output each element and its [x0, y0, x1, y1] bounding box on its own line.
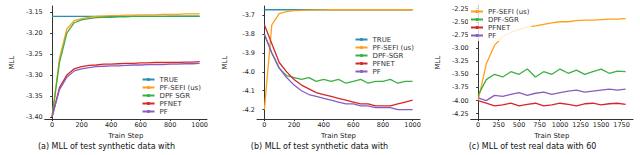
- svg-text:PFNET: PFNET: [372, 60, 395, 68]
- svg-text:-3.75: -3.75: [452, 83, 469, 91]
- svg-text:400: 400: [105, 121, 117, 129]
- svg-text:-3.50: -3.50: [452, 70, 469, 78]
- svg-text:PFNET: PFNET: [488, 24, 511, 32]
- svg-text:-3.8: -3.8: [242, 30, 255, 38]
- svg-text:-2.25: -2.25: [452, 5, 469, 13]
- svg-text:DPF SGR: DPF SGR: [159, 92, 190, 100]
- svg-text:TRUE: TRUE: [158, 76, 178, 84]
- svg-text:-4.00: -4.00: [452, 97, 469, 105]
- svg-text:600: 600: [134, 121, 146, 129]
- svg-text:PF-SEFI (us): PF-SEFI (us): [159, 84, 201, 92]
- svg-text:1500: 1500: [593, 121, 610, 129]
- svg-text:800: 800: [377, 121, 389, 129]
- svg-text:Train Step: Train Step: [320, 132, 357, 140]
- svg-text:0: 0: [50, 121, 54, 129]
- svg-text:PF: PF: [159, 108, 167, 116]
- svg-text:-3.25: -3.25: [26, 50, 43, 58]
- svg-text:1000: 1000: [404, 121, 421, 129]
- svg-text:-4.2: -4.2: [242, 106, 255, 114]
- svg-text:MLL: MLL: [434, 55, 442, 69]
- svg-text:200: 200: [288, 121, 300, 129]
- svg-text:PFNET: PFNET: [159, 100, 182, 108]
- svg-text:-3.40: -3.40: [26, 113, 43, 121]
- svg-text:-2.50: -2.50: [452, 18, 469, 26]
- svg-text:-4.0: -4.0: [242, 68, 255, 76]
- svg-text:PF-SEFI (us): PF-SEFI (us): [372, 44, 414, 52]
- svg-text:Train Step: Train Step: [533, 132, 570, 140]
- svg-text:TRUE: TRUE: [371, 36, 391, 44]
- svg-text:PF: PF: [488, 32, 496, 40]
- svg-text:-3.25: -3.25: [452, 57, 469, 65]
- svg-text:DPF-SGR: DPF-SGR: [372, 52, 403, 60]
- svg-text:1000: 1000: [552, 121, 569, 129]
- svg-text:(a) MLL of test synthetic data: (a) MLL of test synthetic data with: [38, 142, 175, 151]
- svg-text:-4.1: -4.1: [242, 87, 255, 95]
- svg-text:-3.00: -3.00: [452, 44, 469, 52]
- svg-text:0: 0: [476, 121, 480, 129]
- svg-text:-3.15: -3.15: [26, 8, 43, 16]
- svg-text:200: 200: [75, 121, 87, 129]
- svg-text:600: 600: [347, 121, 359, 129]
- svg-text:-4.25: -4.25: [452, 110, 469, 118]
- svg-text:750: 750: [533, 121, 545, 129]
- svg-text:MLL: MLL: [8, 55, 16, 69]
- svg-text:-2.75: -2.75: [452, 31, 469, 39]
- svg-text:250: 250: [492, 121, 504, 129]
- svg-text:500: 500: [513, 121, 525, 129]
- svg-text:1000: 1000: [191, 121, 208, 129]
- svg-text:0: 0: [262, 121, 266, 129]
- svg-text:1250: 1250: [572, 121, 589, 129]
- svg-text:PF: PF: [372, 68, 380, 76]
- svg-text:-3.30: -3.30: [26, 71, 43, 79]
- svg-text:DPF-SGR: DPF-SGR: [488, 16, 519, 24]
- svg-text:1750: 1750: [613, 121, 630, 129]
- svg-text:-3.35: -3.35: [26, 92, 43, 100]
- svg-text:-3.9: -3.9: [242, 49, 255, 57]
- svg-text:PF-SEFI (us): PF-SEFI (us): [488, 8, 530, 16]
- svg-text:-3.20: -3.20: [26, 29, 43, 37]
- svg-text:Train Step: Train Step: [107, 132, 144, 140]
- svg-text:(c) MLL of test real data with: (c) MLL of test real data with 60: [469, 142, 597, 151]
- svg-text:(b) MLL of test synthetic data: (b) MLL of test synthetic data with: [251, 142, 388, 151]
- svg-text:MLL: MLL: [221, 55, 229, 69]
- svg-text:800: 800: [164, 121, 176, 129]
- svg-text:-3.7: -3.7: [242, 11, 255, 19]
- svg-text:400: 400: [317, 121, 329, 129]
